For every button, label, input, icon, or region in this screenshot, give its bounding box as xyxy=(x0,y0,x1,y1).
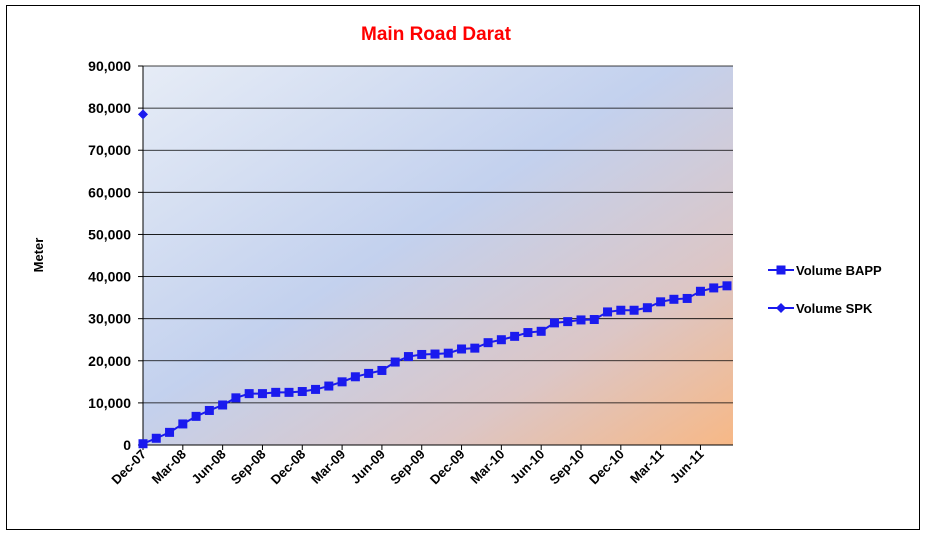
data-point xyxy=(576,315,586,325)
data-point xyxy=(523,328,533,338)
legend-label: Volume SPK xyxy=(796,301,873,316)
data-point xyxy=(271,387,281,397)
data-point xyxy=(443,348,453,358)
data-point xyxy=(311,384,321,394)
data-point xyxy=(722,281,732,291)
y-tick-label: 30,000 xyxy=(88,311,131,327)
data-point xyxy=(377,365,387,375)
legend-marker xyxy=(776,303,786,313)
data-point xyxy=(218,400,228,410)
data-point xyxy=(417,349,427,359)
data-point xyxy=(669,294,679,304)
data-point xyxy=(563,317,573,327)
data-point xyxy=(138,439,148,449)
data-point xyxy=(403,352,413,362)
y-tick-label: 50,000 xyxy=(88,226,131,242)
data-point xyxy=(629,305,639,315)
data-point xyxy=(297,387,307,397)
data-point xyxy=(603,307,613,317)
data-point xyxy=(682,293,692,303)
y-tick-label: 0 xyxy=(123,437,131,453)
y-tick-label: 10,000 xyxy=(88,395,131,411)
legend-label: Volume BAPP xyxy=(796,263,882,278)
data-point xyxy=(616,305,626,315)
y-axis-label: Meter xyxy=(31,238,46,273)
legend-marker xyxy=(776,265,786,275)
data-point xyxy=(430,349,440,359)
y-tick-label: 70,000 xyxy=(88,142,131,158)
plot-area xyxy=(143,66,733,445)
data-point xyxy=(231,393,241,403)
y-tick-label: 40,000 xyxy=(88,269,131,285)
data-point xyxy=(324,381,334,391)
data-point xyxy=(656,297,666,307)
data-point xyxy=(457,344,467,354)
y-tick-label: 20,000 xyxy=(88,353,131,369)
data-point xyxy=(151,433,161,443)
data-point xyxy=(589,315,599,325)
data-point xyxy=(364,368,374,378)
data-point xyxy=(178,419,188,429)
data-point xyxy=(284,387,294,397)
y-tick-label: 60,000 xyxy=(88,184,131,200)
data-point xyxy=(165,427,175,437)
data-point xyxy=(350,372,360,382)
y-tick-label: 90,000 xyxy=(88,58,131,74)
data-point xyxy=(138,109,148,120)
data-point xyxy=(470,343,480,353)
data-point xyxy=(695,286,705,296)
data-point xyxy=(510,331,520,341)
chart-title: Main Road Darat xyxy=(361,24,512,45)
data-point xyxy=(642,303,652,313)
data-point xyxy=(257,389,267,399)
data-point xyxy=(191,411,201,421)
y-tick-label: 80,000 xyxy=(88,100,131,116)
data-point xyxy=(337,377,347,387)
data-point xyxy=(390,357,400,367)
data-point xyxy=(536,326,546,336)
data-point xyxy=(483,338,493,348)
data-point xyxy=(244,389,254,399)
data-point xyxy=(204,405,214,415)
data-point xyxy=(549,318,559,328)
data-point xyxy=(709,283,719,293)
data-point xyxy=(496,335,506,345)
